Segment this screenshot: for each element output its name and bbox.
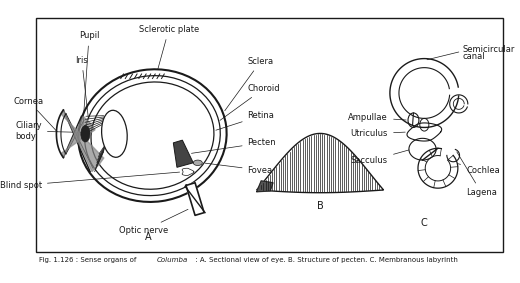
Text: canal: canal xyxy=(462,52,485,61)
Text: Sclerotic plate: Sclerotic plate xyxy=(139,25,199,70)
Text: Ciliary
body: Ciliary body xyxy=(15,121,88,141)
Polygon shape xyxy=(61,110,104,171)
Text: Sclera: Sclera xyxy=(225,57,274,111)
Text: Pecten: Pecten xyxy=(191,138,276,153)
Text: Semicircular: Semicircular xyxy=(462,45,515,54)
Text: Choroid: Choroid xyxy=(220,84,280,120)
Text: : A. Sectional view of eye. B. Structure of pecten. C. Membranous labyrinth: : A. Sectional view of eye. B. Structure… xyxy=(193,257,458,263)
Text: Pupil: Pupil xyxy=(79,31,99,127)
Polygon shape xyxy=(61,116,95,158)
Text: Columba: Columba xyxy=(157,257,188,263)
Text: Optic nerve: Optic nerve xyxy=(119,209,188,235)
Text: Ampullae: Ampullae xyxy=(348,113,406,122)
Polygon shape xyxy=(186,183,204,215)
Ellipse shape xyxy=(193,160,202,166)
Polygon shape xyxy=(257,181,273,192)
Text: Iris: Iris xyxy=(75,56,88,118)
Text: Lagena: Lagena xyxy=(457,152,497,197)
Text: Cochlea: Cochlea xyxy=(458,164,500,175)
Ellipse shape xyxy=(101,110,127,157)
Ellipse shape xyxy=(81,126,90,142)
Polygon shape xyxy=(173,140,193,167)
Text: C: C xyxy=(421,218,428,228)
Text: Retina: Retina xyxy=(216,111,275,130)
Text: A: A xyxy=(145,232,151,242)
Text: Fig. 1.126 : Sense organs of: Fig. 1.126 : Sense organs of xyxy=(39,257,139,263)
Text: Sacculus: Sacculus xyxy=(351,150,409,166)
Text: Cornea: Cornea xyxy=(14,97,57,132)
Text: Blind spot: Blind spot xyxy=(0,172,179,190)
Text: Fovea: Fovea xyxy=(205,163,273,175)
Text: Utriculus: Utriculus xyxy=(350,129,405,138)
Text: B: B xyxy=(317,201,323,211)
Polygon shape xyxy=(257,134,384,193)
